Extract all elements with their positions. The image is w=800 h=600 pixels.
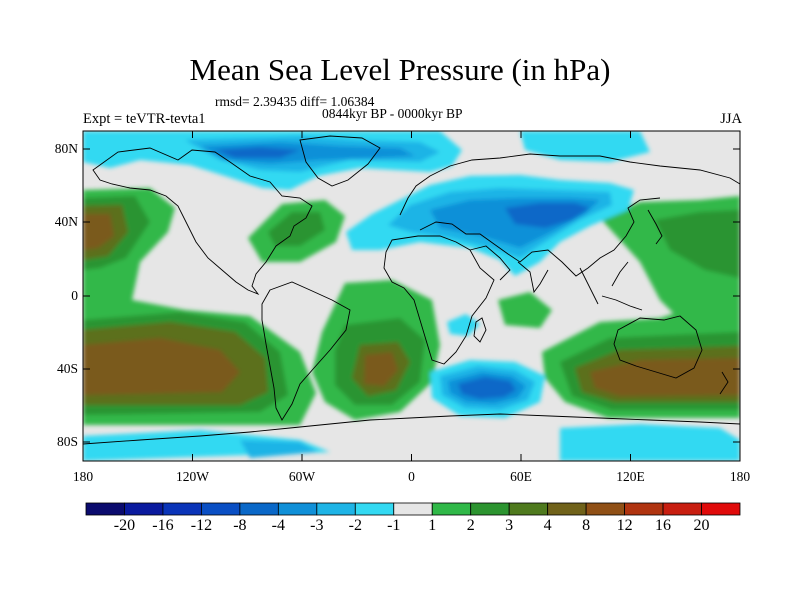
x-tick-label: 180 (72, 469, 94, 484)
neg-region-southern-ocean-4 (458, 377, 516, 399)
colorbar-label: -12 (190, 517, 213, 534)
axis-ticks (82, 131, 741, 461)
y-tick-label: 40S (56, 361, 78, 376)
coast-japan (647, 209, 663, 245)
x-tick-label: 120W (176, 469, 209, 484)
pos-region-south-atlantic-8 (364, 352, 398, 386)
colorbar-label: 1 (428, 517, 437, 534)
colorbar-label: 12 (616, 517, 633, 534)
colorbar-swatch (354, 502, 395, 516)
pos-region-arabian-sea (498, 292, 552, 328)
x-tick-label: 0 (408, 469, 415, 484)
x-tick-label: 180 (729, 469, 751, 484)
coast-greenland (299, 135, 381, 187)
pos-region-north-atlantic-3 (268, 212, 325, 246)
stats-text: rmsd= 2.39435 diff= 1.06384 (215, 94, 375, 109)
neg-region-eurasia-4 (505, 203, 590, 228)
pos-region-south-indian-8 (590, 358, 740, 396)
colorbar-swatch (585, 502, 625, 516)
y-tick-label: 80N (54, 141, 78, 156)
map-title: Mean Sea Level Pressure (in hPa) (189, 52, 611, 87)
pos-region-pacific-south-8 (83, 338, 240, 395)
pos-region-pacific-west-8 (83, 214, 114, 250)
colorbar-swatch (316, 502, 356, 516)
colorbar-swatch (124, 502, 164, 516)
coast-new-zealand (719, 371, 729, 395)
neg-region-antarctic-east (560, 424, 740, 461)
colorbar-label: 8 (582, 517, 591, 534)
neg-region-greenland-4 (215, 147, 300, 158)
colorbar-swatch (662, 502, 702, 516)
colorbar-label: -3 (310, 517, 324, 534)
neg-region-madagascar (447, 314, 480, 336)
colorbar-label: -20 (113, 517, 136, 534)
colorbar-swatch (277, 502, 318, 516)
y-tick-label: 40N (54, 214, 78, 229)
colorbar-swatch (85, 502, 125, 516)
coast-antarctica (83, 413, 740, 445)
period-text: 0844kyr BP - 0000kyr BP (322, 106, 463, 121)
coastlines (83, 135, 740, 445)
colorbar-swatch (393, 502, 433, 516)
coast-australia (613, 315, 703, 379)
colorbar-swatch (701, 502, 741, 516)
experiment-label: Expt = teVTR-tevta1 (83, 111, 206, 127)
colorbar-swatch (508, 502, 549, 516)
colorbar-swatch (547, 502, 587, 516)
colorbar-label: 4 (543, 517, 552, 534)
colorbar-label: -8 (233, 517, 247, 534)
colorbar-swatch (470, 502, 510, 516)
colorbar-label: 3 (505, 517, 514, 534)
x-tick-label: 120E (616, 469, 645, 484)
x-tick-label: 60E (510, 469, 532, 484)
colorbar-swatch (431, 502, 472, 516)
colorbar-label: -1 (387, 517, 401, 534)
coast-southeast-asia (579, 261, 643, 311)
colorbar-label: 20 (693, 517, 710, 534)
pos-region-west-pacific-3 (655, 210, 740, 278)
neg-region-antarctic-coast-2 (240, 440, 318, 458)
coast-madagascar (473, 317, 487, 343)
colorbar-swatch (162, 502, 202, 516)
coast-north-america (92, 147, 313, 296)
colorbar-label: 2 (466, 517, 475, 534)
colorbar-label: -4 (271, 517, 285, 534)
x-tick-label: 60W (288, 469, 316, 484)
y-tick-label: 0 (71, 288, 78, 303)
colorbar (85, 502, 741, 516)
map-field (83, 131, 740, 461)
coast-europe-asia (399, 153, 740, 277)
coast-africa (383, 235, 495, 365)
colorbar-label: -2 (348, 517, 362, 534)
coast-south-america (261, 281, 351, 421)
season-label: JJA (720, 111, 742, 127)
colorbar-swatch (201, 502, 241, 516)
colorbar-label: 16 (655, 517, 672, 534)
pressure-anomaly-layers (83, 131, 740, 461)
y-tick-label: 80S (56, 434, 78, 449)
colorbar-label: -16 (152, 517, 174, 534)
colorbar-swatch (624, 502, 664, 516)
colorbar-swatch (239, 502, 279, 516)
neg-region-northeast-asia (520, 131, 650, 162)
coast-arabia-india (469, 245, 549, 294)
